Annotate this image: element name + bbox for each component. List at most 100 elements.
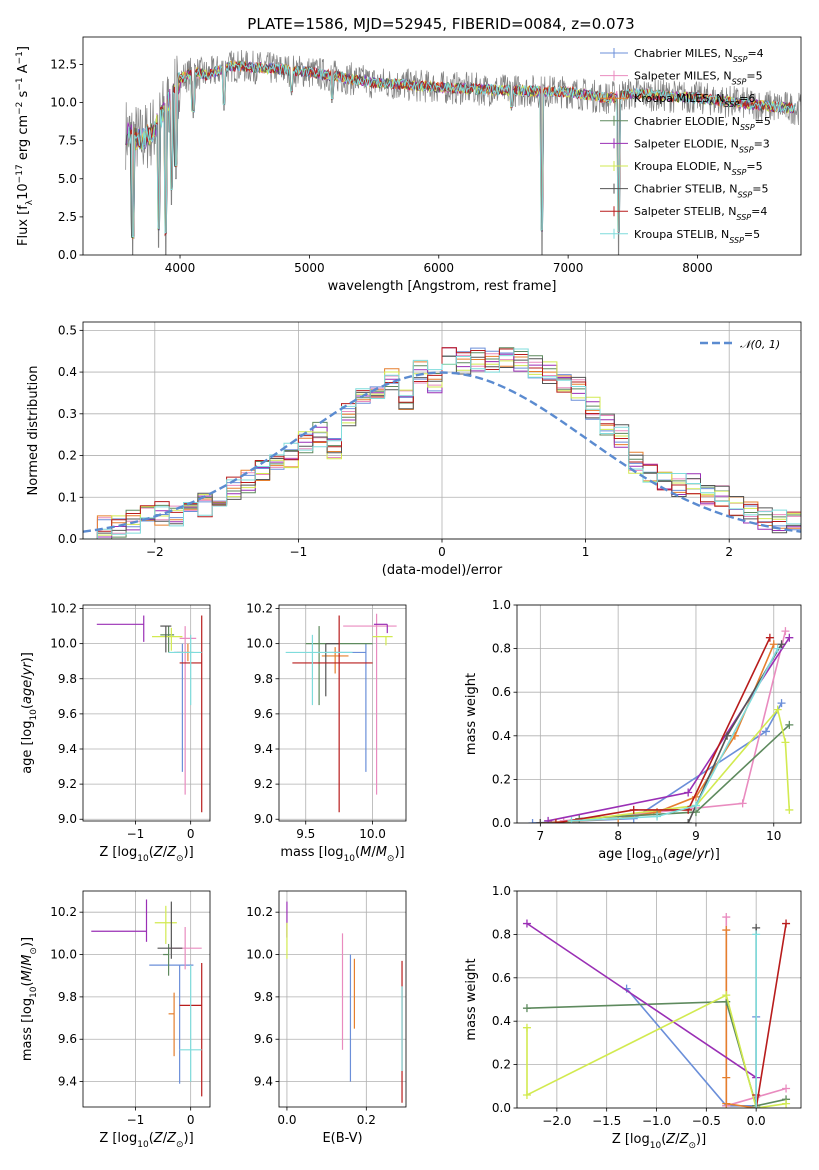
y-tick-label: 0.2 [58, 449, 77, 463]
errorbar-point [372, 636, 393, 646]
series-marker [629, 805, 638, 814]
series-marker [785, 720, 794, 729]
series-marker [528, 819, 537, 823]
y-tick-label: 9.2 [58, 777, 77, 791]
y-tick-label: 9.6 [58, 707, 77, 721]
plot-age-vs-Z: −1 0 9.0 9.2 9.4 9.6 9.8 10.0 10.2 Z [log10(Z/Z⊙)… [20, 602, 211, 864]
series-marker [567, 816, 576, 823]
y-tick-label: 10.2 [246, 905, 273, 919]
y-tick-label: 0.2 [492, 1058, 511, 1072]
series-marker [522, 919, 531, 928]
y-tick-label: 10.0 [246, 637, 273, 651]
series-marker [769, 640, 778, 649]
x-tick-label: −1 [127, 827, 145, 841]
x-tick-label: 7 [537, 829, 545, 843]
legend-label: Kroupa ELODIE, NSSP=5 [634, 160, 763, 177]
y-tick-label: 9.4 [58, 742, 77, 756]
x-tick-label: 5000 [294, 261, 325, 275]
y-tick-label: 10.2 [50, 905, 77, 919]
plot-mw-vs-age: 7 8 9 10 0.0 0.2 0.4 0.6 0.8 1.0 age [log10(age/yr… [464, 598, 802, 866]
series-marker [723, 731, 732, 740]
y-tick-label: 10.0 [246, 948, 273, 962]
plot-age-vs-mass: 9.5 10.0 9.0 9.2 9.4 9.6 9.8 10.0 10.2 mass [log1… [246, 602, 407, 864]
series-line [540, 643, 783, 823]
y-tick-label: 10.2 [246, 602, 273, 616]
y-tick-label: 1.0 [492, 598, 511, 612]
plot-mass-vs-EBV: 0.0 0.2 9.4 9.6 9.8 10.0 10.2 E(B-V) [246, 890, 407, 1146]
errorbar-point [373, 623, 388, 634]
spectrum-model-7 [126, 61, 796, 237]
y-tick-label: 0.0 [492, 816, 511, 830]
series-marker [765, 633, 774, 642]
x-axis-label: E(B-V) [322, 1131, 362, 1146]
y-tick-label: 0.0 [58, 532, 77, 546]
series-marker [782, 1084, 791, 1093]
axes-frame [516, 604, 802, 824]
x-tick-label: −2.0 [542, 1114, 571, 1128]
y-tick-label: 9.6 [254, 707, 273, 721]
y-tick-label: 0.8 [492, 642, 511, 656]
x-tick-label: 0 [187, 827, 195, 841]
legend-label: Salpeter STELIB, NSSP=4 [634, 205, 767, 222]
series-line [547, 637, 790, 822]
errorbar-point [149, 964, 194, 1084]
series-line [532, 702, 783, 823]
x-axis-label: (data-model)/error [382, 563, 503, 578]
series-marker [777, 640, 786, 649]
x-tick-label: 8000 [682, 261, 713, 275]
series-line [540, 643, 775, 823]
series-marker [782, 919, 791, 928]
series-marker [785, 633, 794, 642]
axes-frame [516, 890, 802, 1109]
mass-weight-series-4 [522, 919, 761, 1082]
series-marker [777, 699, 786, 708]
series-marker [782, 1099, 791, 1108]
y-tick-label: 0.1 [58, 490, 77, 504]
y-axis-label: mass weight [464, 673, 479, 755]
histogram-8 [83, 348, 801, 539]
y-axis-label: mass [log10(M/M⊙)] [20, 937, 39, 1061]
x-axis-label: Z [log10(Z/Z⊙)] [99, 1131, 193, 1150]
series-marker [773, 644, 782, 653]
x-axis-label: Z [log10(Z/Z⊙)] [612, 1132, 706, 1151]
y-tick-label: 9.8 [58, 990, 77, 1004]
y-tick-label: 0.4 [492, 729, 511, 743]
series-marker [684, 819, 693, 823]
plot-area [285, 613, 397, 813]
y-tick-label: 10.2 [50, 602, 77, 616]
x-axis-label: age [log10(age/yr)] [598, 847, 720, 866]
axes-frame [82, 890, 211, 1108]
plot-mass-vs-Z: −1 0 9.4 9.6 9.8 10.0 10.2 Z [log10(Z/Z⊙)] mass … [20, 890, 211, 1150]
y-tick-label: 9.0 [254, 812, 273, 826]
y-tick-label: 9.4 [58, 1075, 77, 1089]
series-marker [781, 627, 790, 636]
mass-weight-series-5 [551, 705, 794, 823]
y-axis-label: Flux [fλ10−17 erg cm−2 s−1 A−1] [15, 46, 35, 246]
y-tick-label: 9.4 [254, 1075, 273, 1089]
y-tick-label: 10.0 [50, 637, 77, 651]
y-axis-label: mass weight [464, 958, 479, 1040]
errorbar-point [168, 634, 202, 706]
mass-weight-series-0 [528, 699, 786, 823]
y-tick-label: 0.6 [492, 971, 511, 985]
y-tick-label: 5.0 [58, 172, 77, 186]
y-tick-label: 9.6 [58, 1032, 77, 1046]
series-marker [544, 816, 553, 823]
series-marker [536, 819, 545, 823]
errorbar-point [285, 634, 353, 706]
errorbar-point [292, 615, 373, 813]
series-line [526, 922, 757, 1079]
axes-frame [278, 890, 407, 1108]
x-tick-label: 9.5 [296, 827, 315, 841]
legend-label: Salpeter ELODIE, NSSP=3 [634, 137, 770, 154]
axes-frame [82, 604, 211, 822]
mass-weight-series-8 [752, 930, 761, 1108]
x-tick-label: −2 [146, 545, 164, 559]
histogram-7 [83, 347, 801, 539]
series-marker [752, 1104, 761, 1108]
x-axis-label: Z [log10(Z/Z⊙)] [99, 845, 193, 864]
errorbar-point [91, 899, 148, 942]
plot-area [83, 347, 801, 539]
errorbar-point [154, 905, 177, 944]
